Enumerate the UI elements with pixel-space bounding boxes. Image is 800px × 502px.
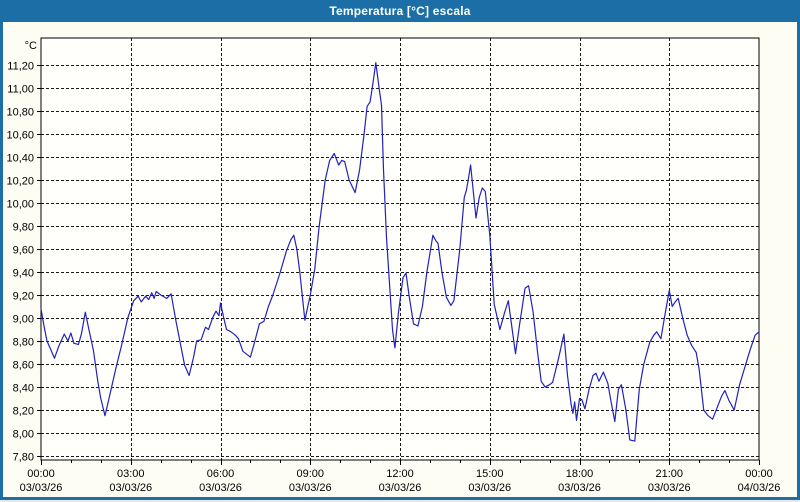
x-tick-time-label: 00:00	[745, 468, 773, 480]
x-tick-date-label: 03/03/26	[468, 482, 511, 494]
y-tick-label: 7,80	[13, 452, 34, 464]
y-tick-label: 9,40	[13, 268, 34, 280]
y-axis-unit-label: °C	[25, 40, 37, 52]
plot-frame	[40, 37, 760, 461]
x-tick-time-label: 18:00	[566, 468, 594, 480]
x-tick-time-label: 03:00	[117, 468, 145, 480]
chart-canvas[interactable]: 11,20 11,00 10,80 10,60 10,40 10,20 10,00 9,80 9…	[3, 22, 797, 497]
title-bar[interactable]: Temperatura [°C] escala	[3, 0, 797, 22]
y-tick-label: 9,80	[13, 222, 34, 234]
x-tick-date-label: 03/03/26	[379, 482, 422, 494]
x-tick-date-label: 03/03/26	[289, 482, 332, 494]
y-tick-label: 11,20	[7, 61, 34, 73]
x-tick-date-label: 03/03/26	[648, 482, 691, 494]
window-title: Temperatura [°C] escala	[329, 4, 471, 18]
y-tick-label: 10,40	[6, 153, 34, 165]
x-tick-date-label: 03/03/26	[109, 482, 152, 494]
y-tick-label: 8,40	[13, 383, 34, 395]
y-tick-label: 8,00	[13, 429, 34, 441]
y-tick-label: 10,60	[6, 130, 34, 142]
y-tick-label: 8,80	[13, 337, 34, 349]
x-tick-date-label: 03/03/26	[558, 482, 601, 494]
temperature-line	[40, 62, 760, 442]
y-tick-label: 11,00	[7, 84, 34, 96]
y-tick-label: 9,60	[13, 245, 34, 257]
y-tick-label: 9,20	[13, 291, 34, 303]
x-tick-time-label: 09:00	[296, 468, 324, 480]
x-tick-date-label: 03/03/26	[199, 482, 242, 494]
chart-area: 11,20 11,00 10,80 10,60 10,40 10,20 10,00 9,80 9…	[3, 22, 797, 497]
x-tick-time-label: 06:00	[207, 468, 235, 480]
x-tick-time-label: 12:00	[386, 468, 414, 480]
x-tick-date-label: 03/03/26	[20, 482, 63, 494]
x-tick-time-label: 15:00	[476, 468, 504, 480]
x-tick-time-label: 00:00	[27, 468, 55, 480]
y-tick-label: 10,20	[6, 176, 34, 188]
y-tick-label: 10,00	[6, 199, 34, 211]
y-tick-label: 9,00	[13, 314, 34, 326]
x-tick-time-label: 21:00	[655, 468, 683, 480]
y-tick-label: 8,60	[13, 360, 34, 372]
y-tick-label: 10,80	[6, 107, 34, 119]
y-tick-label: 8,20	[13, 406, 34, 418]
x-tick-date-label: 04/03/26	[738, 482, 781, 494]
